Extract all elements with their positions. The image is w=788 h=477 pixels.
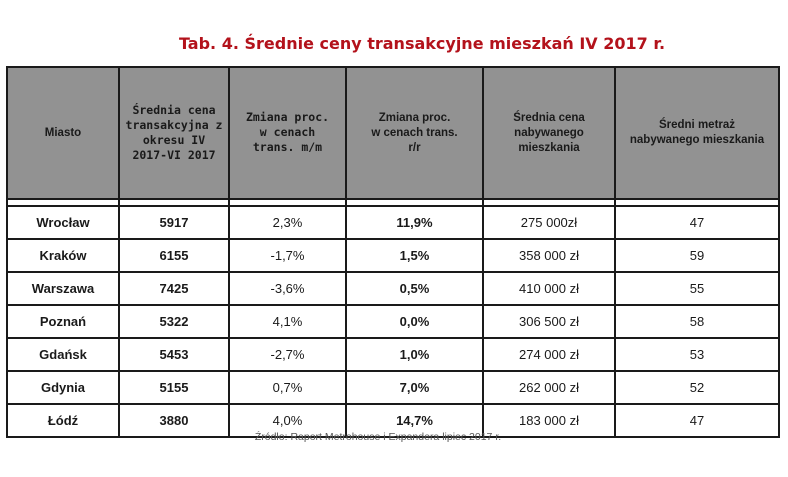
- table-row: Warszawa 7425 -3,6% 0,5% 410 000 zł 55: [6, 271, 780, 306]
- cell-city: Warszawa: [6, 271, 120, 306]
- table-row: Wrocław 5917 2,3% 11,9% 275 000zł 47: [6, 205, 780, 240]
- cell-avg-transaction-price: 7425: [118, 271, 230, 306]
- header-city: Miasto: [6, 66, 120, 200]
- header-line: w cenach: [259, 125, 316, 139]
- cell-city: Gdynia: [6, 370, 120, 405]
- cell-change-mm: -1,7%: [228, 238, 347, 273]
- header-line: Średnia cena: [513, 111, 585, 124]
- cell-avg-transaction-price: 3880: [118, 403, 230, 438]
- cell-change-mm: -2,7%: [228, 337, 347, 372]
- header-line: trans. m/m: [252, 140, 323, 154]
- cell-avg-area: 52: [614, 370, 780, 405]
- header-line: Zmiana proc.: [378, 111, 451, 124]
- cell-city: Kraków: [6, 238, 120, 273]
- source-note: Źródło: Raport Metrohouse i Expandera li…: [0, 431, 788, 443]
- table-row: Łódź 3880 4,0% 14,7% 183 000 zł 47: [6, 403, 780, 438]
- header-line: okresu IV: [142, 132, 206, 147]
- cell-change-yy: 14,7%: [345, 403, 484, 438]
- table-row: Poznań 5322 4,1% 0,0% 306 500 zł 58: [6, 304, 780, 339]
- cell-avg-area: 53: [614, 337, 780, 372]
- header-avg-area: Średni metraż nabywanego mieszkania: [614, 66, 780, 200]
- cell-city: Poznań: [6, 304, 120, 339]
- cell-change-mm: 0,7%: [228, 370, 347, 405]
- cell-avg-area: 58: [614, 304, 780, 339]
- cell-change-mm: 2,3%: [228, 205, 347, 240]
- table-row: Gdynia 5155 0,7% 7,0% 262 000 zł 52: [6, 370, 780, 405]
- header-line: nabywanego: [514, 126, 584, 139]
- cell-avg-apartment-price: 275 000zł: [482, 205, 616, 240]
- cell-change-yy: 0,5%: [345, 271, 484, 306]
- header-avg-apartment-price: Średnia cena nabywanego mieszkania: [482, 66, 616, 200]
- header-change-yy: Zmiana proc. w cenach trans. r/r: [345, 66, 484, 200]
- cell-change-mm: 4,1%: [228, 304, 347, 339]
- cell-change-mm: -3,6%: [228, 271, 347, 306]
- table-row: Kraków 6155 -1,7% 1,5% 358 000 zł 59: [6, 238, 780, 273]
- cell-avg-apartment-price: 274 000 zł: [482, 337, 616, 372]
- header-line: Miasto: [44, 126, 82, 139]
- cell-avg-apartment-price: 358 000 zł: [482, 238, 616, 273]
- cell-change-yy: 0,0%: [345, 304, 484, 339]
- prices-table: Miasto Średnia cena transakcyjna z okresu …: [6, 66, 780, 438]
- header-line: r/r: [408, 141, 421, 154]
- table-body: Wrocław 5917 2,3% 11,9% 275 000zł 47 Kraków 615…: [6, 205, 780, 438]
- header-spacer: [6, 198, 780, 207]
- cell-change-yy: 11,9%: [345, 205, 484, 240]
- cell-city: Łódź: [6, 403, 120, 438]
- table-title-text: Tab. 4. Średnie ceny transakcyjne mieszk…: [178, 34, 666, 53]
- header-line: Średnia cena: [132, 102, 216, 117]
- cell-avg-transaction-price: 5917: [118, 205, 230, 240]
- header-line: transakcyjna z: [125, 117, 223, 132]
- cell-avg-apartment-price: 262 000 zł: [482, 370, 616, 405]
- cell-avg-area: 47: [614, 205, 780, 240]
- cell-avg-area: 47: [614, 403, 780, 438]
- cell-avg-transaction-price: 5322: [118, 304, 230, 339]
- cell-change-yy: 7,0%: [345, 370, 484, 405]
- cell-avg-transaction-price: 5155: [118, 370, 230, 405]
- cell-change-mm: 4,0%: [228, 403, 347, 438]
- table-title: Tab. 4. Średnie ceny transakcyjne mieszk…: [0, 34, 788, 53]
- cell-avg-area: 55: [614, 271, 780, 306]
- table-header: Miasto Średnia cena transakcyjna z okresu …: [6, 66, 780, 207]
- cell-avg-area: 59: [614, 238, 780, 273]
- cell-avg-apartment-price: 306 500 zł: [482, 304, 616, 339]
- cell-avg-apartment-price: 410 000 zł: [482, 271, 616, 306]
- cell-change-yy: 1,0%: [345, 337, 484, 372]
- header-change-mm: Zmiana proc. w cenach trans. m/m: [228, 66, 347, 200]
- table-row: Gdańsk 5453 -2,7% 1,0% 274 000 zł 53: [6, 337, 780, 372]
- cell-avg-transaction-price: 5453: [118, 337, 230, 372]
- cell-avg-apartment-price: 183 000 zł: [482, 403, 616, 438]
- header-line: Zmiana proc.: [245, 110, 330, 124]
- header-avg-transaction-price: Średnia cena transakcyjna z okresu IV 2017-…: [118, 66, 230, 200]
- cell-city: Wrocław: [6, 205, 120, 240]
- header-line: Średni metraż: [658, 119, 736, 131]
- header-line: w cenach trans.: [371, 126, 458, 139]
- header-line: mieszkania: [518, 141, 580, 154]
- cell-avg-transaction-price: 6155: [118, 238, 230, 273]
- source-text: Źródło: Raport Metrohouse i Expandera li…: [254, 431, 502, 443]
- header-line: 2017-VI 2017: [132, 147, 216, 162]
- cell-city: Gdańsk: [6, 337, 120, 372]
- header-line: nabywanego mieszkania: [629, 134, 765, 146]
- cell-change-yy: 1,5%: [345, 238, 484, 273]
